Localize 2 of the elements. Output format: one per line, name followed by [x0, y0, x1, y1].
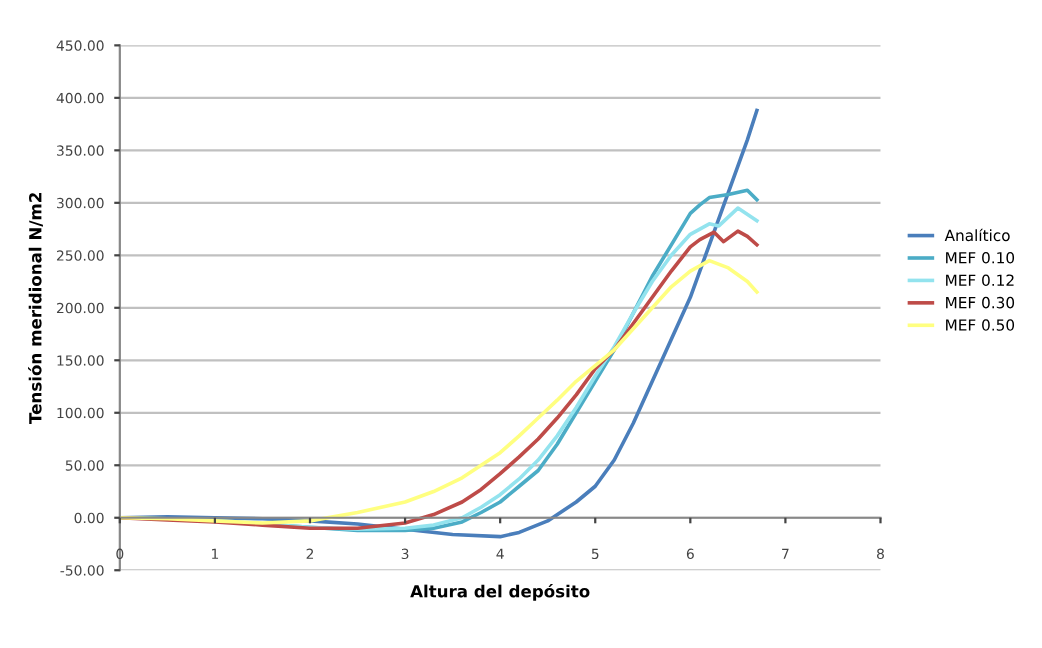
y-axis-title: Tensión meridional N/m2 — [28, 193, 43, 424]
x-axis-title: Altura del depósito — [410, 583, 590, 601]
